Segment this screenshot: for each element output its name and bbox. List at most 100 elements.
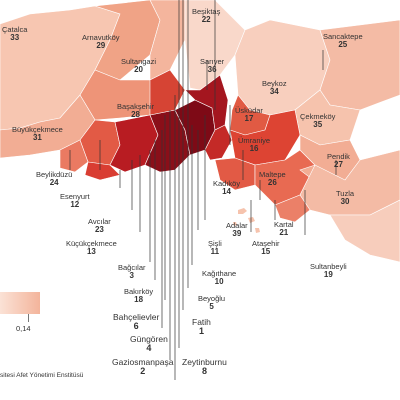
label-bakirkoy: Bakırköy 18 — [124, 288, 153, 304]
district-rank: 39 — [232, 228, 242, 238]
legend-max-value: 0,14 — [16, 324, 31, 333]
label-beykoz: Beykoz 34 — [262, 80, 287, 96]
district-name: Sarıyer — [200, 57, 225, 66]
district-rank: 25 — [338, 39, 348, 49]
region-beylikduzu — [59, 139, 89, 173]
district-name: Çekmeköy — [300, 112, 336, 121]
district-rank: 17 — [244, 113, 254, 123]
label-besiktas: Beşiktaş 22 — [192, 8, 220, 24]
district-name: Gaziosmanpaşa — [112, 357, 174, 367]
label-bahcelievler: Bahçelievler 6 — [113, 313, 159, 331]
district-rank: 4 — [146, 342, 152, 353]
district-name: Küçükçekmece — [66, 239, 117, 248]
label-avcilar: Avcılar 23 — [88, 218, 111, 234]
district-name: Ataşehir — [252, 239, 280, 248]
label-sariyer: Sarıyer 36 — [200, 58, 224, 74]
district-name: Beşiktaş — [192, 7, 221, 16]
label-atasehir: Ataşehir 15 — [252, 240, 280, 256]
label-kagithane: Kağıthane 10 — [202, 270, 236, 286]
region-adalar-3 — [255, 228, 260, 233]
label-uskudar: Üsküdar 17 — [235, 107, 263, 123]
region-adalar-2 — [248, 217, 255, 223]
district-name: Kartal — [274, 220, 294, 229]
label-buyukcekmece: Büyükçekmece 31 — [12, 126, 63, 142]
label-zeytinburnu: Zeytinburnu 8 — [182, 358, 227, 376]
district-name: Şişli — [208, 239, 222, 248]
district-rank: 10 — [214, 276, 224, 286]
district-rank: 19 — [323, 269, 333, 279]
region-pendik — [299, 149, 400, 216]
district-name: Arnavutköy — [82, 33, 120, 42]
district-rank: 23 — [94, 224, 104, 234]
district-name: Çatalca — [2, 25, 28, 34]
district-rank: 18 — [134, 294, 144, 304]
district-rank: 14 — [222, 186, 231, 196]
district-name: Pendik — [327, 152, 350, 161]
source-note: sitesi Afet Yönetimi Enstitüsü — [0, 372, 84, 379]
district-rank: 20 — [134, 64, 143, 74]
district-name: Beyoğlu — [198, 294, 226, 303]
label-gaziosmanpasa: Gaziosmanpaşa 2 — [112, 358, 173, 376]
region-avcilar — [84, 161, 121, 181]
district-name: Adalar — [226, 221, 248, 230]
label-cekmekoy: Çekmeköy 35 — [300, 113, 335, 129]
district-rank: 6 — [133, 320, 139, 331]
district-name: Güngören — [130, 334, 168, 344]
district-rank: 30 — [340, 196, 350, 206]
label-esenyurt: Esenyurt 12 — [60, 193, 90, 209]
district-rank: 8 — [201, 365, 207, 376]
district-rank: 2 — [140, 365, 146, 376]
legend-tick — [28, 314, 29, 322]
district-rank: 12 — [70, 199, 80, 209]
label-sancaktepe: Sancaktepe 25 — [323, 33, 363, 49]
district-rank: 31 — [32, 132, 42, 142]
district-name: Avcılar — [88, 217, 111, 226]
region-adalar-1 — [238, 208, 247, 214]
label-beylikduzu: Beylikdüzü 24 — [36, 171, 72, 187]
leader-lines — [69, 0, 337, 380]
label-basaksehir: Başakşehir 28 — [117, 103, 154, 119]
label-sultanbeyli: Sultanbeyli 19 — [310, 263, 347, 279]
district-rank: 34 — [269, 86, 279, 96]
district-rank: 11 — [210, 246, 220, 256]
district-name: Başakşehir — [117, 102, 155, 111]
district-rank: 28 — [131, 109, 140, 119]
district-name: Bağcılar — [118, 263, 146, 272]
district-rank: 35 — [313, 119, 323, 129]
region-sultangazi — [149, 69, 186, 116]
label-beyoglu: Beyoğlu 5 — [198, 295, 225, 311]
district-rank: 27 — [334, 159, 343, 169]
district-name: Sultanbeyli — [310, 262, 347, 271]
label-kucukcekmece: Küçükçekmece 13 — [66, 240, 117, 256]
district-rank: 36 — [207, 64, 217, 74]
district-rank: 5 — [209, 301, 214, 311]
label-sisli: Şişli 11 — [208, 240, 222, 256]
label-catalca: Çatalca 33 — [2, 26, 27, 42]
legend-gradient — [0, 292, 40, 314]
district-rank: 24 — [49, 177, 59, 187]
district-rank: 15 — [261, 246, 271, 256]
label-umraniye: Ümraniye 16 — [238, 137, 270, 153]
district-rank: 3 — [129, 270, 134, 280]
district-name: Bahçelievler — [113, 312, 160, 322]
district-name: Bakırköy — [124, 287, 154, 296]
district-name: Büyükçekmece — [12, 125, 63, 134]
district-rank: 21 — [279, 227, 289, 237]
district-name: Sancaktepe — [323, 32, 363, 41]
district-name: Kağıthane — [202, 269, 237, 278]
district-name: Zeytinburnu — [182, 357, 227, 367]
label-fatih: Fatih 1 — [192, 318, 211, 336]
district-name: Tuzla — [336, 189, 355, 198]
region-tuzla — [329, 199, 400, 263]
region-adalar-4 — [233, 222, 237, 226]
district-rank: 1 — [198, 325, 204, 336]
label-arnavutkoy: Arnavutköy 29 — [82, 34, 120, 50]
district-rank: 13 — [86, 246, 96, 256]
district-rank: 33 — [10, 32, 20, 42]
label-kadikoy: Kadıköy 14 — [213, 180, 240, 196]
district-name: Esenyurt — [60, 192, 90, 201]
district-name: Maltepe — [259, 170, 286, 179]
district-name: Beykoz — [262, 79, 287, 88]
label-kartal: Kartal 21 — [274, 221, 294, 237]
